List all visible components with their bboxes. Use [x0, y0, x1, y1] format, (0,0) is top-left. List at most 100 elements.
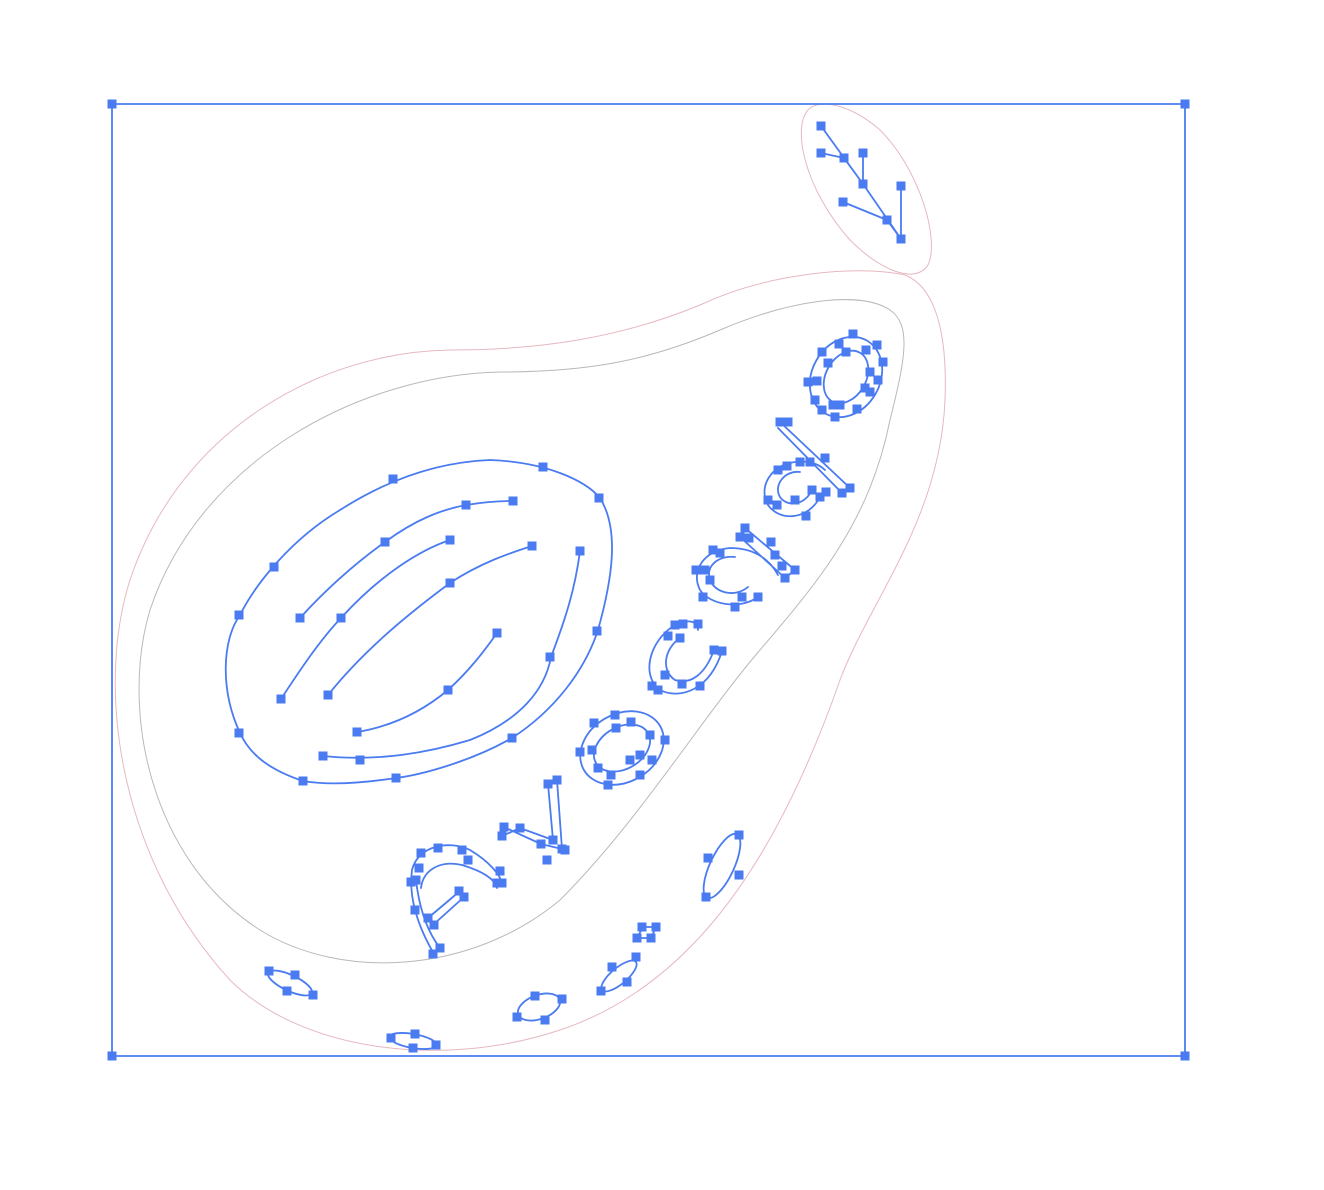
anchor-point[interactable] — [1180, 1051, 1190, 1061]
anchor-point[interactable] — [858, 148, 868, 158]
anchor-point[interactable] — [700, 565, 710, 575]
anchor-point[interactable] — [872, 340, 882, 350]
anchor-point[interactable] — [282, 986, 292, 996]
artboard-frame[interactable] — [111, 103, 1186, 1057]
anchor-point[interactable] — [527, 541, 537, 551]
anchor-point[interactable] — [515, 823, 525, 833]
anchor-point[interactable] — [542, 855, 552, 865]
anchor-point[interactable] — [461, 500, 471, 510]
anchor-point[interactable] — [507, 733, 517, 743]
anchor-point[interactable] — [773, 465, 783, 475]
anchor-point[interactable] — [737, 592, 747, 602]
anchor-point[interactable] — [675, 633, 685, 643]
anchor-point[interactable] — [414, 863, 424, 873]
anchor-point[interactable] — [429, 920, 439, 930]
seed-5[interactable] — [696, 829, 747, 903]
anchor-point[interactable] — [837, 488, 847, 498]
anchor-point[interactable] — [538, 462, 548, 472]
anchor-point[interactable] — [388, 474, 398, 484]
anchor-point[interactable] — [715, 548, 725, 558]
pit-stripe-5[interactable] — [322, 550, 581, 759]
anchor-point[interactable] — [823, 358, 833, 368]
anchor-point[interactable] — [499, 822, 509, 832]
stem-leaf-outline[interactable] — [800, 103, 932, 275]
anchor-point[interactable] — [603, 780, 613, 790]
anchor-point[interactable] — [812, 376, 822, 386]
anchor-point[interactable] — [805, 457, 815, 467]
anchor-point[interactable] — [740, 523, 750, 533]
anchor-point[interactable] — [660, 735, 670, 745]
anchor-point[interactable] — [841, 347, 851, 357]
anchor-point[interactable] — [744, 533, 754, 543]
anchor-point[interactable] — [545, 652, 555, 662]
anchor-point[interactable] — [497, 878, 507, 888]
anchor-point[interactable] — [575, 747, 585, 757]
anchor-point[interactable] — [632, 933, 642, 943]
anchor-point[interactable] — [647, 755, 657, 765]
anchor-point[interactable] — [622, 977, 632, 987]
anchor-point[interactable] — [107, 99, 117, 109]
anchor-point[interactable] — [635, 770, 645, 780]
anchor-point[interactable] — [735, 532, 745, 542]
letter-a-1[interactable] — [410, 844, 503, 955]
anchor-point[interactable] — [589, 718, 599, 728]
anchor-point[interactable] — [678, 619, 688, 629]
anchor-point[interactable] — [873, 375, 883, 385]
anchor-point[interactable] — [323, 690, 333, 700]
anchor-point[interactable] — [352, 727, 362, 737]
anchor-point[interactable] — [423, 913, 433, 923]
anchor-point[interactable] — [457, 845, 467, 855]
anchor-point[interactable] — [817, 347, 827, 357]
anchor-point[interactable] — [445, 535, 455, 545]
anchor-point[interactable] — [411, 875, 421, 885]
anchor-point[interactable] — [308, 990, 318, 1000]
anchor-point[interactable] — [386, 1033, 396, 1043]
anchor-point[interactable] — [775, 417, 785, 427]
anchor-point[interactable] — [530, 991, 540, 1001]
anchor-point[interactable] — [663, 631, 673, 641]
anchor-point[interactable] — [298, 776, 308, 786]
anchor-point[interactable] — [816, 148, 826, 158]
anchor-point[interactable] — [698, 592, 708, 602]
anchor-point[interactable] — [878, 357, 888, 367]
anchor-point[interactable] — [594, 493, 604, 503]
anchor-point[interactable] — [611, 723, 621, 733]
anchor-point[interactable] — [795, 457, 805, 467]
anchor-point[interactable] — [454, 886, 464, 896]
pit-stripe-1[interactable] — [299, 500, 514, 619]
anchor-point[interactable] — [783, 417, 793, 427]
anchor-point[interactable] — [670, 620, 680, 630]
anchor-point[interactable] — [492, 628, 502, 638]
anchor-point[interactable] — [717, 646, 727, 656]
anchor-point[interactable] — [708, 545, 718, 555]
anchor-point[interactable] — [408, 1043, 418, 1053]
anchor-point[interactable] — [560, 845, 570, 855]
anchor-point[interactable] — [276, 694, 286, 704]
anchor-point[interactable] — [433, 843, 443, 853]
anchor-point[interactable] — [815, 492, 825, 502]
anchor-point[interactable] — [777, 561, 787, 571]
anchor-point[interactable] — [810, 395, 820, 405]
anchor-point[interactable] — [587, 745, 597, 755]
pit-stripe-2[interactable] — [280, 539, 451, 700]
anchor-point[interactable] — [645, 730, 655, 740]
anchor-point[interactable] — [677, 679, 687, 689]
anchor-point[interactable] — [763, 495, 773, 505]
anchor-point[interactable] — [635, 750, 645, 760]
anchor-point[interactable] — [610, 710, 620, 720]
anchor-point[interactable] — [734, 870, 744, 880]
anchor-point[interactable] — [834, 339, 844, 349]
anchor-point[interactable] — [234, 610, 244, 620]
anchor-point[interactable] — [318, 751, 328, 761]
anchor-point[interactable] — [548, 835, 558, 845]
anchor-point[interactable] — [734, 830, 744, 840]
anchor-point[interactable] — [593, 763, 603, 773]
anchor-point[interactable] — [410, 905, 420, 915]
anchor-point[interactable] — [445, 578, 455, 588]
avocado-outer-outline[interactable] — [114, 270, 946, 1051]
anchor-point[interactable] — [770, 550, 780, 560]
anchor-point[interactable] — [709, 645, 719, 655]
anchor-point[interactable] — [780, 573, 790, 583]
anchor-point[interactable] — [838, 197, 848, 207]
anchor-point[interactable] — [653, 685, 663, 695]
